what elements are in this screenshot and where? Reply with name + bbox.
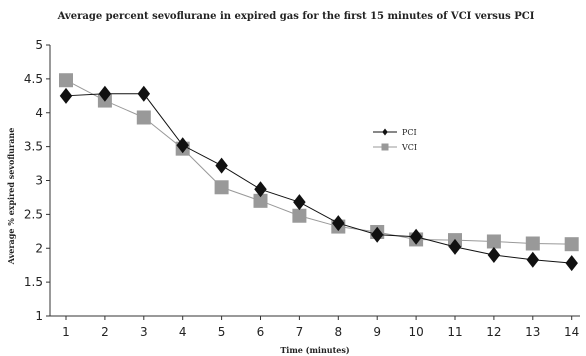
data-point [137,85,151,102]
y-tick-label: 2 [35,241,43,255]
x-tick-label: 10 [408,325,423,339]
data-point [293,194,306,211]
data-point [59,87,73,104]
legend-label-vci: VCI [401,143,417,152]
chart-title: Average percent sevoflurane in expired g… [57,11,535,22]
series-line [65,79,572,245]
x-axis-title: Time (minutes) [280,345,350,355]
y-tick-label: 3 [35,174,43,188]
y-tick-label: 3.5 [24,140,43,154]
data-point [487,247,501,264]
series-pci [59,85,578,272]
x-tick-label: 13 [525,325,540,339]
data-point [253,193,268,208]
data-point [215,157,228,174]
series-layer [59,73,579,272]
data-point [136,110,151,125]
data-point [565,255,578,272]
data-point [564,237,579,252]
x-tick-label: 5 [218,325,226,339]
x-tick-label: 11 [447,325,462,339]
x-tick-label: 7 [296,325,304,339]
series-vci [59,73,579,252]
y-axis-ticks: 1 1.5 2 2.5 3 3.5 4 4.5 5 [24,38,50,323]
data-point [176,137,189,154]
x-tick-label: 14 [564,325,579,339]
x-tick-label: 9 [373,325,381,339]
x-tick-label: 6 [257,325,265,339]
plot-area: 11.522.533.544.55 1 2 3 4 5 6 7 8 9 10 11 12 13 14 [24,38,580,339]
data-point [448,238,462,255]
series-line [65,93,572,264]
x-tick-label: 2 [101,325,109,339]
legend-marker [381,143,389,151]
data-point [59,73,73,88]
y-tick-label: 2.5 [24,207,43,221]
x-axis-ticks: 1 2 3 4 5 6 7 8 9 10 11 12 13 14 [62,316,579,339]
data-point [214,180,229,195]
data-point [526,251,540,268]
data-point [409,228,423,245]
x-tick-label: 4 [179,325,187,339]
data-point [98,85,112,102]
data-point [254,181,267,198]
legend-label-pci: PCI [402,128,417,137]
data-point [486,234,501,249]
y-tick-label: 4.5 [24,72,43,86]
x-tick-label: 8 [334,325,342,339]
data-point [370,226,384,243]
y-tick-label: 4 [35,106,43,120]
y-tick-label: 5 [35,38,43,52]
x-tick-label: 1 [62,325,70,339]
data-point [525,236,540,251]
y-tick-label: 1.5 [24,275,43,289]
x-tick-label: 3 [140,325,148,339]
data-point [332,215,345,232]
data-point [292,208,307,223]
y-axis-title: Average % expired sevoflurane [6,128,16,266]
y-tick-label: 1 [35,309,43,323]
legend: PCI VCI [373,128,417,152]
legend-marker [382,128,388,136]
x-tick-label: 12 [486,325,501,339]
